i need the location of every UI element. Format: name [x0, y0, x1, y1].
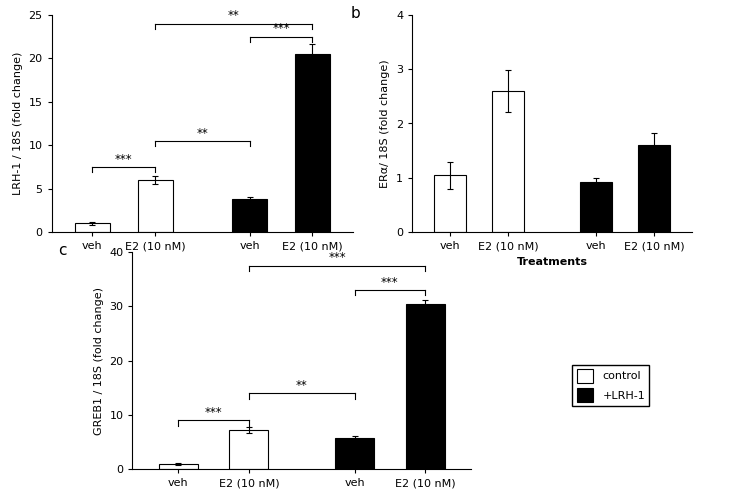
Y-axis label: ERα/ 18S (fold change): ERα/ 18S (fold change)	[381, 59, 391, 188]
Text: ***: ***	[381, 276, 399, 289]
Text: c: c	[58, 243, 66, 258]
Bar	[336, 438, 374, 469]
Bar	[138, 180, 172, 232]
Text: ***: ***	[205, 406, 222, 419]
Bar	[580, 182, 612, 232]
Text: ***: ***	[272, 22, 290, 36]
Bar	[638, 145, 670, 232]
Bar	[75, 223, 110, 232]
Bar	[233, 199, 267, 232]
Bar	[406, 303, 445, 469]
X-axis label: Treatments: Treatments	[167, 257, 238, 267]
Bar	[295, 54, 330, 232]
Text: **: **	[296, 379, 308, 392]
X-axis label: Treatments: Treatments	[517, 257, 587, 267]
Text: ***: ***	[115, 153, 132, 166]
Text: **: **	[228, 9, 240, 22]
Bar	[159, 464, 198, 469]
Y-axis label: LRH-1 / 18S (fold change): LRH-1 / 18S (fold change)	[13, 52, 23, 195]
Bar	[230, 430, 268, 469]
Text: b: b	[350, 6, 361, 21]
Text: **: **	[197, 127, 208, 140]
Text: ***: ***	[328, 251, 346, 264]
Bar	[434, 175, 466, 232]
Legend: control, +LRH-1: control, +LRH-1	[573, 365, 649, 406]
Y-axis label: GREB1 / 18S (fold change): GREB1 / 18S (fold change)	[93, 287, 104, 435]
Bar	[492, 91, 524, 232]
